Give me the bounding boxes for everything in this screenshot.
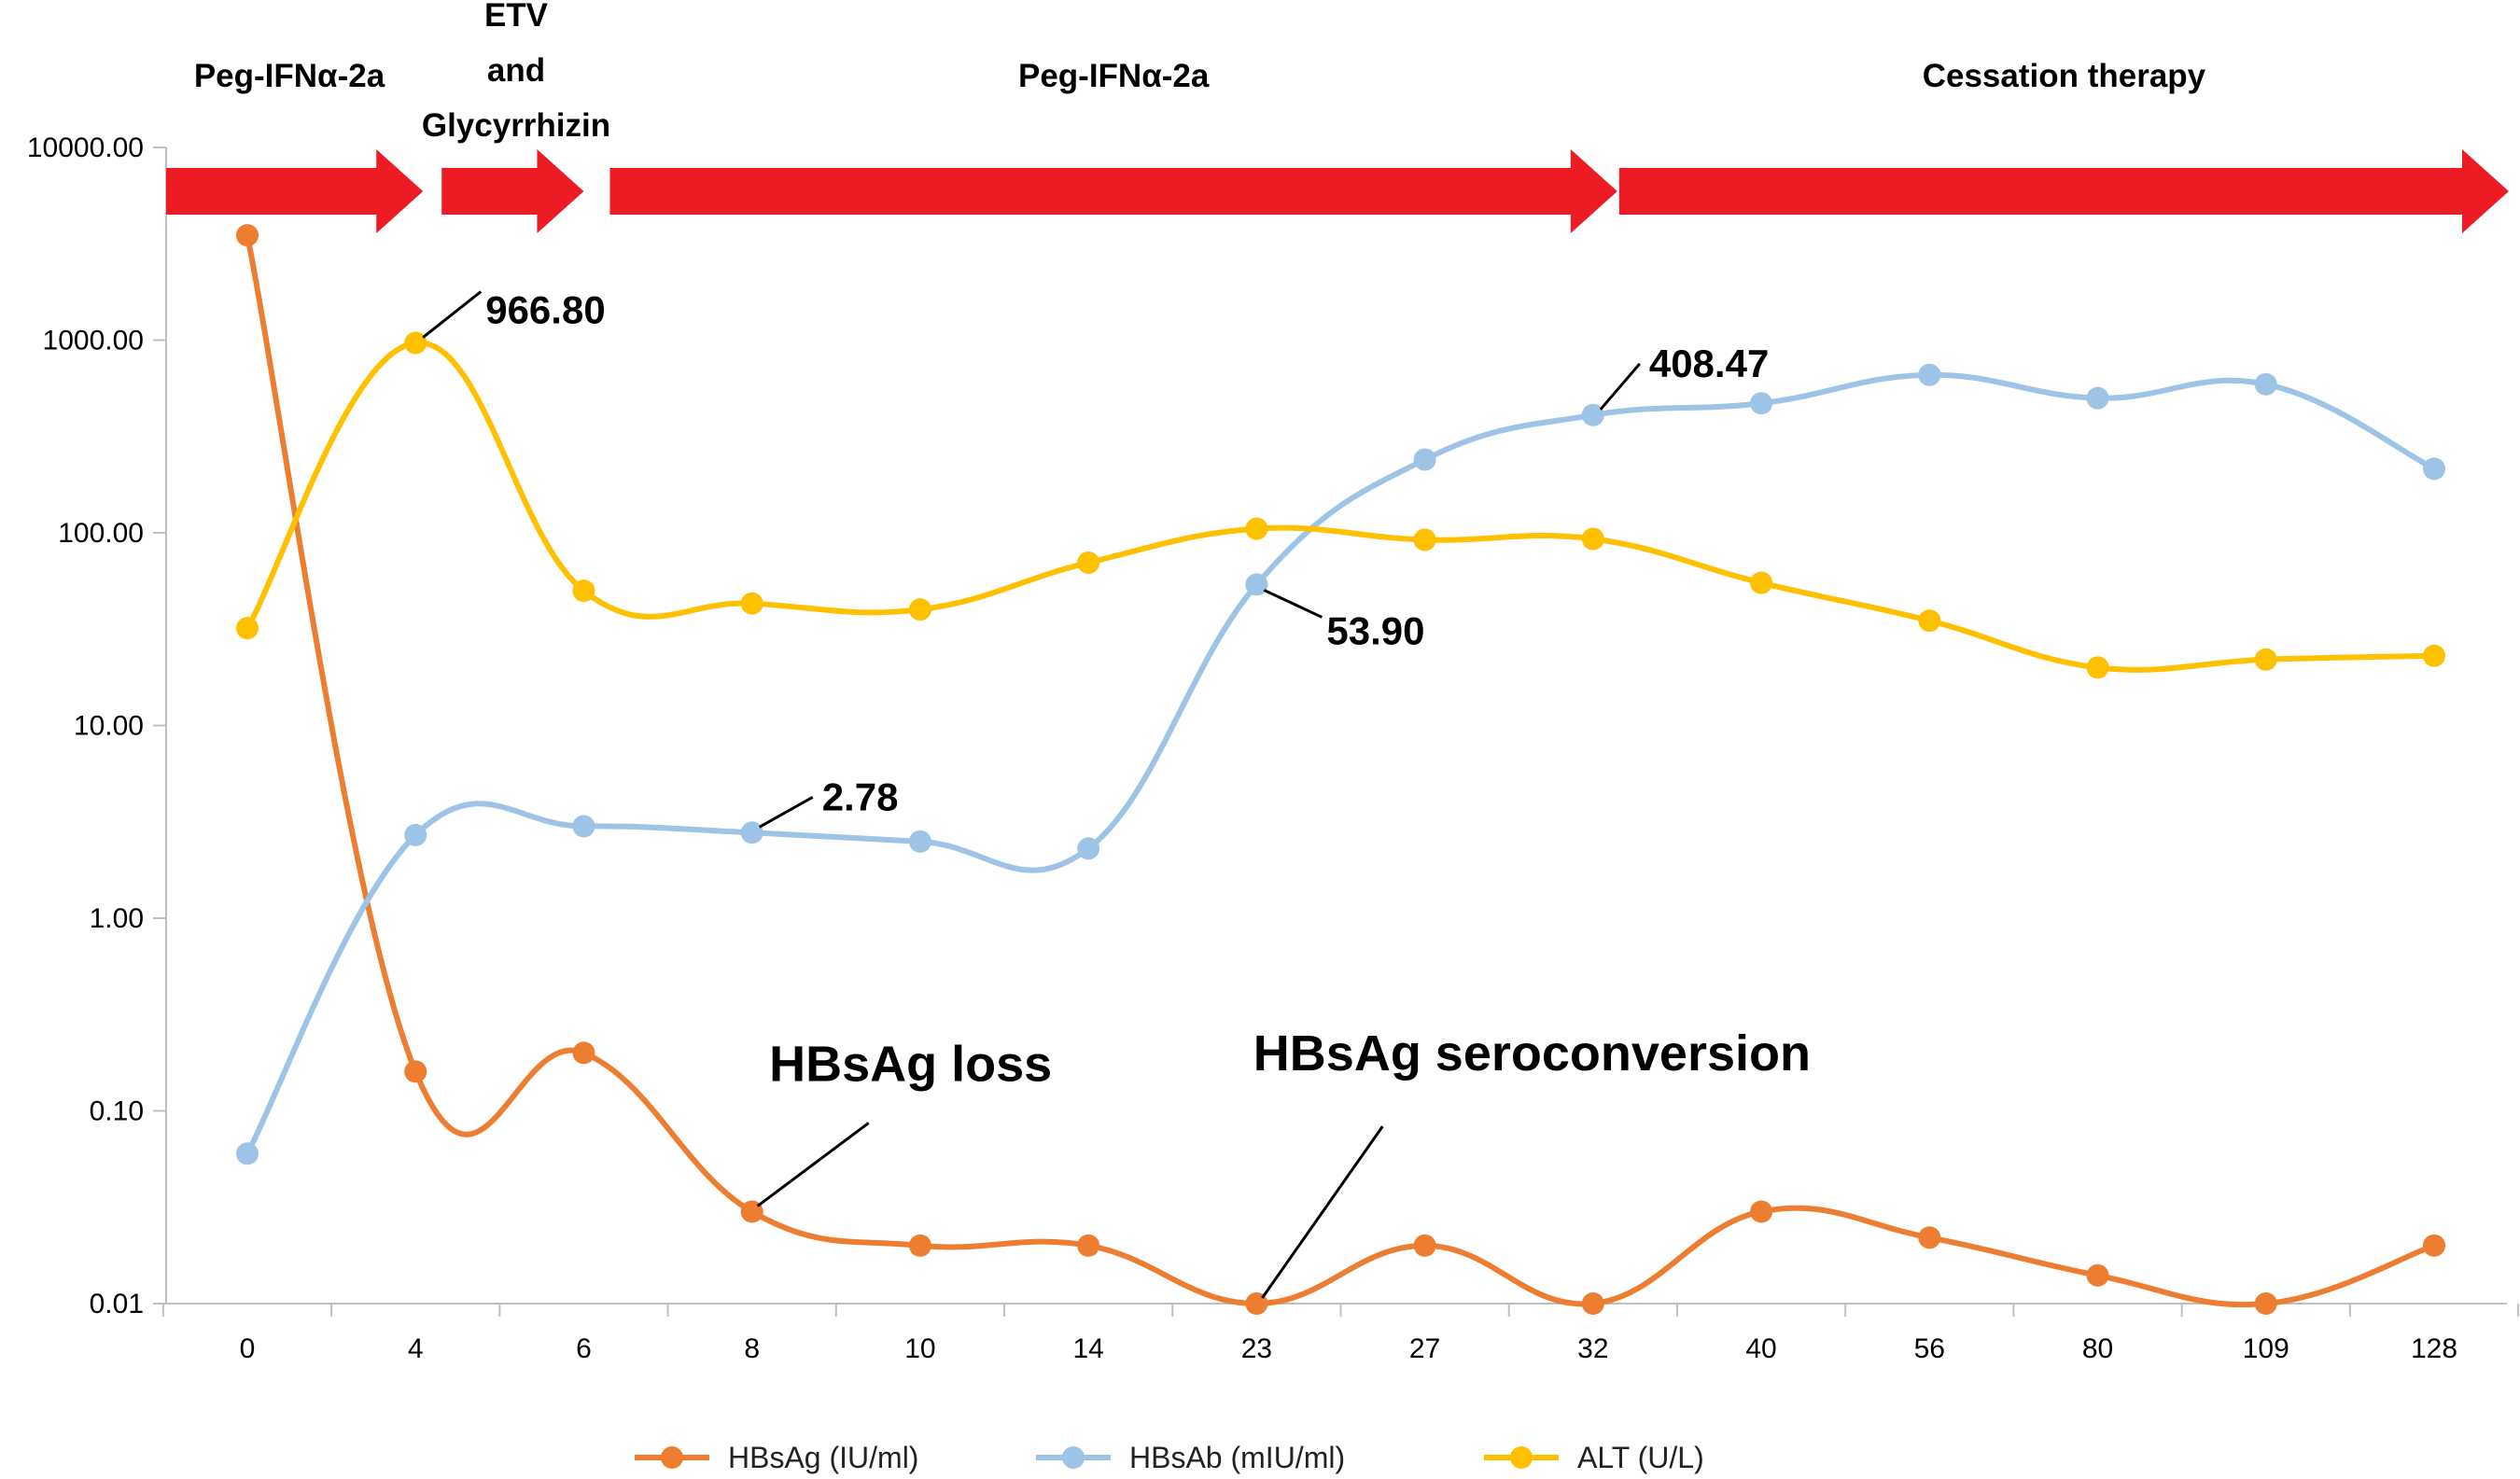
- y-tick-label: 0.10: [90, 1096, 144, 1127]
- y-tick-label: 1.00: [90, 903, 144, 934]
- legend-item-label: HBsAb (mIU/ml): [1129, 1441, 1345, 1474]
- data-point: [572, 815, 595, 838]
- data-point: [1581, 403, 1604, 426]
- data-point: [404, 1060, 427, 1083]
- data-point: [236, 617, 259, 640]
- legend-swatch-marker: [1510, 1446, 1533, 1469]
- data-point: [2254, 372, 2277, 396]
- data-point: [2254, 1292, 2277, 1315]
- data-point: [1245, 573, 1268, 596]
- data-point: [236, 1142, 259, 1165]
- data-point: [2423, 457, 2445, 481]
- treatment-phase-arrows: Peg-IFNα-2a ETV and Glycyrrhizin Peg-IFNα-2a…: [166, 0, 2509, 233]
- x-tick-label: 56: [1914, 1333, 1945, 1364]
- data-point: [1077, 837, 1100, 860]
- x-tick-label: 27: [1409, 1333, 1440, 1364]
- x-tick-label: 23: [1241, 1333, 1272, 1364]
- data-point: [572, 1041, 595, 1065]
- phase-arrow: [441, 149, 584, 233]
- data-point: [908, 830, 931, 853]
- data-point: [2086, 656, 2109, 679]
- phase-label: Glycyrrhizin: [422, 107, 610, 144]
- phase-label: Peg-IFNα-2a: [194, 58, 385, 94]
- legend-item-label: HBsAg (IU/ml): [728, 1441, 918, 1474]
- series-line: [245, 371, 2437, 1157]
- legend-item-label: ALT (U/L): [1577, 1441, 1704, 1474]
- phase-arrow: [609, 149, 1617, 233]
- data-point: [1581, 1292, 1604, 1315]
- x-tick-label: 32: [1577, 1333, 1608, 1364]
- data-point: [1413, 1234, 1436, 1257]
- phase-label: and: [487, 52, 545, 89]
- data-point: [1413, 528, 1436, 551]
- x-tick-label: 80: [2082, 1333, 2113, 1364]
- annotation-leader-line: [758, 795, 814, 829]
- data-point: [236, 224, 259, 247]
- value-annotation: 408.47: [1649, 342, 1769, 385]
- x-tick-label: 128: [2411, 1333, 2457, 1364]
- series-line: [245, 232, 2437, 1308]
- data-point: [1750, 1200, 1773, 1223]
- x-tick-label: 14: [1072, 1333, 1103, 1364]
- event-annotation: HBsAg loss: [769, 1036, 1052, 1092]
- data-point: [740, 821, 763, 844]
- legend-swatch-marker: [1062, 1446, 1085, 1469]
- annotation-leader-line: [1263, 589, 1323, 619]
- data-point: [908, 598, 931, 621]
- x-tick-label: 40: [1745, 1333, 1776, 1364]
- y-tick-label: 1000.00: [43, 326, 144, 356]
- phase-label: Peg-IFNα-2a: [1018, 58, 1210, 94]
- data-point: [1245, 517, 1268, 540]
- x-tick-label: 4: [408, 1333, 424, 1364]
- event-leader-line: [1261, 1125, 1384, 1299]
- data-point: [1077, 1234, 1100, 1257]
- data-point: [908, 1234, 931, 1257]
- x-tick-label: 0: [240, 1333, 256, 1364]
- data-point: [740, 592, 763, 615]
- data-point: [1750, 571, 1773, 594]
- x-tick-label: 10: [904, 1333, 935, 1364]
- event-annotation: HBsAg seroconversion: [1253, 1026, 1811, 1081]
- axes: 10000.00 1000.00 100.00 10.00 1.00 0.10 0.01 0 4…: [27, 133, 2520, 1364]
- data-point: [1077, 551, 1100, 574]
- data-point: [1413, 448, 1436, 471]
- data-point: [404, 823, 427, 846]
- y-tick-label: 0.01: [90, 1289, 144, 1319]
- y-tick-label: 10.00: [74, 711, 144, 742]
- data-point: [2086, 386, 2109, 410]
- phase-arrow: [166, 149, 424, 233]
- x-tick-label: 109: [2243, 1333, 2289, 1364]
- y-tick-label: 10000.00: [27, 133, 144, 163]
- y-tick-label: 100.00: [58, 518, 144, 549]
- legend-swatch-marker: [661, 1446, 683, 1469]
- data-point: [404, 331, 427, 355]
- data-point: [1918, 609, 1941, 633]
- data-point: [1750, 392, 1773, 415]
- event-leader-line: [756, 1122, 870, 1207]
- x-tick-label: 6: [576, 1333, 592, 1364]
- data-point: [2423, 644, 2445, 667]
- data-point: [2086, 1263, 2109, 1287]
- value-annotation: 2.78: [822, 774, 899, 818]
- data-point: [1581, 527, 1604, 551]
- phase-label: Cessation therapy: [1923, 58, 2206, 94]
- data-series: [236, 224, 2445, 1315]
- x-tick-label: 8: [744, 1333, 760, 1364]
- annotations: 966.80 408.47 53.90 2.78 HBsAg loss HBsAg ser…: [422, 288, 1811, 1299]
- annotation-leader-line: [422, 290, 483, 339]
- annotation-leader-line: [1599, 362, 1641, 411]
- phase-label: ETV: [484, 0, 549, 34]
- data-point: [2254, 648, 2277, 671]
- value-annotation: 966.80: [485, 288, 605, 332]
- data-point: [2423, 1234, 2445, 1257]
- data-point: [1918, 363, 1941, 386]
- phase-arrow: [1618, 149, 2509, 233]
- data-point: [572, 579, 595, 603]
- legend: HBsAg (IU/ml) HBsAb (mIU/ml) ALT (U/L): [635, 1441, 1704, 1474]
- value-annotation: 53.90: [1326, 608, 1424, 652]
- data-point: [1918, 1226, 1941, 1249]
